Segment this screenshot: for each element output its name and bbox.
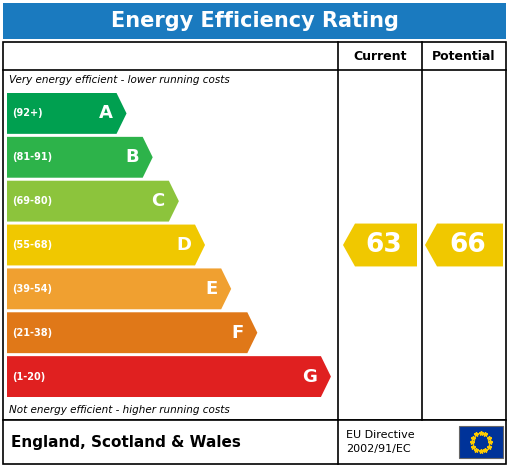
Text: Very energy efficient - lower running costs: Very energy efficient - lower running co… xyxy=(9,75,230,85)
Text: G: G xyxy=(302,368,317,386)
Text: EU Directive: EU Directive xyxy=(346,430,415,440)
Text: (81-91): (81-91) xyxy=(12,152,52,163)
Polygon shape xyxy=(343,224,417,267)
Text: 2002/91/EC: 2002/91/EC xyxy=(346,444,411,454)
Text: Not energy efficient - higher running costs: Not energy efficient - higher running co… xyxy=(9,405,230,415)
Text: (69-80): (69-80) xyxy=(12,196,52,206)
Text: (1-20): (1-20) xyxy=(12,372,45,382)
Text: C: C xyxy=(152,192,165,210)
Text: (39-54): (39-54) xyxy=(12,284,52,294)
Bar xyxy=(3,42,506,420)
Text: A: A xyxy=(99,105,112,122)
Text: England, Scotland & Wales: England, Scotland & Wales xyxy=(11,434,241,450)
Text: Potential: Potential xyxy=(432,50,496,63)
Text: Energy Efficiency Rating: Energy Efficiency Rating xyxy=(110,11,399,31)
Polygon shape xyxy=(7,93,127,134)
Polygon shape xyxy=(7,312,258,353)
Text: 63: 63 xyxy=(365,232,403,258)
Polygon shape xyxy=(7,137,153,178)
Polygon shape xyxy=(7,269,231,309)
Text: (55-68): (55-68) xyxy=(12,240,52,250)
Bar xyxy=(459,426,503,458)
Text: E: E xyxy=(205,280,217,298)
Polygon shape xyxy=(7,356,331,397)
Text: F: F xyxy=(231,324,243,342)
Text: (21-38): (21-38) xyxy=(12,328,52,338)
Polygon shape xyxy=(7,181,179,221)
Text: D: D xyxy=(176,236,191,254)
Text: Current: Current xyxy=(353,50,407,63)
Text: B: B xyxy=(125,149,139,166)
Bar xyxy=(3,420,506,464)
Text: 66: 66 xyxy=(449,232,487,258)
Polygon shape xyxy=(425,224,503,267)
Text: (92+): (92+) xyxy=(12,108,43,119)
Polygon shape xyxy=(7,225,205,265)
Bar xyxy=(3,3,506,39)
